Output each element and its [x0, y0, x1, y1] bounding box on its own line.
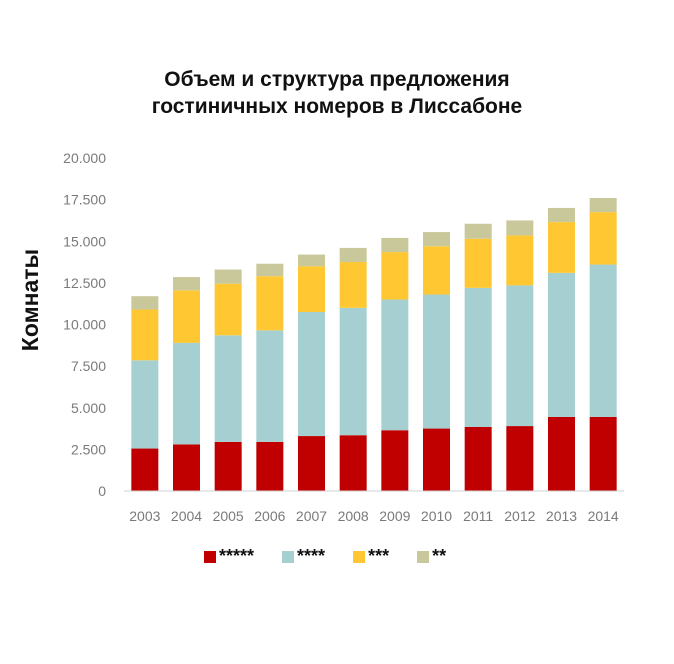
- bar-segment-2011-series-2: [464, 287, 492, 427]
- x-tick-label-2014: 2014: [588, 508, 619, 524]
- y-tick-label: 10.000: [63, 317, 106, 333]
- chart-title-line-1: Объем и структура предложения: [164, 68, 510, 91]
- bar-segment-2011-series-1: [464, 426, 492, 491]
- legend-item-1: *****: [204, 546, 254, 567]
- legend-swatch: [353, 550, 366, 563]
- bar-segment-2009-series-4: [381, 237, 409, 253]
- y-tick-label: 5.000: [71, 400, 106, 416]
- y-axis-ticks: 0 2.500 5.000 7.500 10.000 12.500 15.000 17.500…: [63, 150, 106, 499]
- bar-segment-2010-series-2: [423, 294, 450, 429]
- bar-segment-2005-series-3: [214, 283, 242, 336]
- bar-segment-2014-series-4: [589, 197, 617, 213]
- bar-segment-2014-series-3: [589, 212, 617, 265]
- x-tick-label-2007: 2007: [296, 508, 327, 524]
- bar-segment-2006-series-3: [256, 276, 284, 331]
- bar-segment-2009-series-1: [381, 430, 409, 491]
- y-tick-label: 15.000: [63, 233, 106, 249]
- bar-segment-2004-series-3: [173, 290, 200, 343]
- bar-segment-2006-series-1: [256, 441, 284, 491]
- legend-label: **: [432, 546, 447, 566]
- y-tick-label: 12.500: [63, 275, 106, 291]
- bar-segment-2010-series-3: [423, 246, 450, 295]
- bar-segment-2010-series-1: [423, 428, 450, 491]
- y-tick-label: 2.500: [71, 441, 106, 457]
- legend-swatch: [204, 550, 216, 563]
- bar-segment-2007-series-1: [298, 436, 325, 491]
- legend-item-2: ****: [282, 546, 325, 567]
- bar-segment-2008-series-3: [339, 262, 367, 308]
- bar-segment-2008-series-1: [339, 435, 367, 491]
- x-tick-label-2005: 2005: [213, 508, 244, 524]
- bar-segment-2007-series-3: [298, 266, 325, 313]
- chart-legend: ***** **** *** **: [204, 546, 474, 567]
- bar-segment-2011-series-4: [464, 223, 492, 239]
- bar-segment-2013-series-2: [548, 272, 575, 417]
- bar-segment-2005-series-1: [214, 441, 242, 491]
- x-tick-label-2009: 2009: [379, 508, 410, 524]
- bar-segment-2006-series-2: [256, 330, 284, 442]
- bar-segment-2003-series-4: [131, 296, 159, 310]
- bar-segment-2004-series-2: [173, 342, 200, 445]
- bar-segment-2012-series-3: [506, 235, 534, 286]
- legend-label: *****: [219, 546, 255, 566]
- bar-segment-2009-series-2: [381, 299, 409, 431]
- bar-segment-2003-series-3: [131, 309, 159, 361]
- legend-item-4: **: [417, 546, 446, 567]
- x-tick-label-2003: 2003: [129, 508, 160, 524]
- bar-segment-2006-series-4: [256, 263, 284, 277]
- x-axis-ticks: 2003 2004 2005 2006 2007 2008 2009 2010 2011 2012…: [129, 508, 619, 524]
- bar-segment-2012-series-1: [506, 426, 534, 491]
- x-tick-label-2010: 2010: [421, 508, 452, 524]
- bar-segment-2005-series-4: [214, 269, 242, 284]
- bar-segment-2008-series-2: [339, 307, 367, 436]
- x-tick-label-2008: 2008: [338, 508, 369, 524]
- bar-segment-2007-series-2: [298, 312, 325, 437]
- bar-segment-2013-series-1: [548, 416, 575, 491]
- bar-segment-2014-series-2: [589, 264, 617, 417]
- y-tick-label: 20.000: [63, 150, 106, 166]
- bar-segment-2005-series-2: [214, 335, 242, 442]
- legend-swatch: [417, 550, 430, 563]
- bar-segment-2007-series-4: [298, 254, 325, 267]
- x-tick-label-2006: 2006: [254, 508, 285, 524]
- bar-segment-2008-series-4: [339, 247, 367, 263]
- x-tick-label-2013: 2013: [546, 508, 577, 524]
- bar-segment-2011-series-3: [464, 238, 492, 288]
- bar-segment-2012-series-4: [506, 220, 534, 236]
- x-tick-label-2004: 2004: [171, 508, 202, 524]
- bar-segment-2009-series-3: [381, 252, 409, 300]
- bar-segment-2003-series-2: [131, 360, 159, 449]
- legend-item-3: ***: [353, 546, 389, 567]
- legend-swatch: [282, 550, 295, 563]
- y-tick-label: 7.500: [71, 358, 106, 374]
- legend-label: ***: [368, 546, 390, 566]
- x-tick-label-2012: 2012: [504, 508, 535, 524]
- bar-segment-2004-series-1: [173, 444, 200, 491]
- chart-title: Объем и структура предложения гостиничны…: [0, 66, 674, 120]
- bar-segment-2003-series-1: [131, 448, 159, 491]
- bar-segment-2013-series-4: [548, 207, 575, 223]
- y-axis-label: Комнаты: [17, 249, 43, 351]
- legend-label: ****: [297, 546, 326, 566]
- y-tick-label: 0: [98, 483, 106, 499]
- x-tick-label-2011: 2011: [463, 508, 493, 524]
- chart-title-line-2: гостиничных номеров в Лиссабоне: [151, 95, 523, 118]
- bar-segment-2010-series-4: [423, 232, 450, 247]
- bars: [131, 197, 617, 491]
- y-tick-label: 17.500: [63, 192, 106, 208]
- bar-segment-2012-series-2: [506, 285, 534, 427]
- bar-segment-2013-series-3: [548, 222, 575, 273]
- bar-segment-2014-series-1: [589, 416, 617, 491]
- bar-segment-2004-series-4: [173, 277, 200, 291]
